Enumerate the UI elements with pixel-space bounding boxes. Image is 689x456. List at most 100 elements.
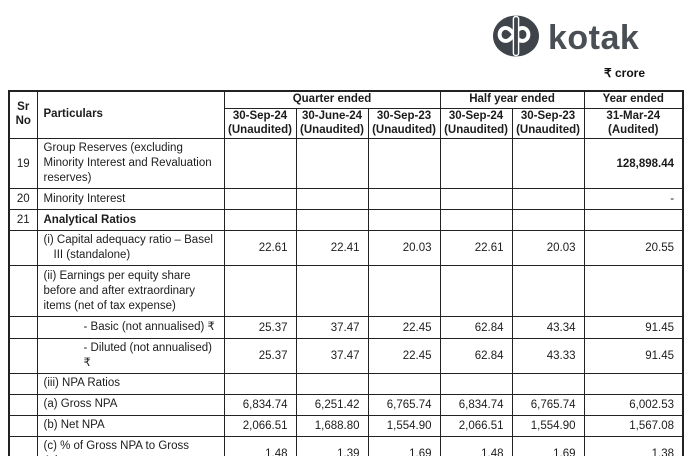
date-label: 30-Sep-24 xyxy=(448,109,504,122)
row-gross-npa: (a) Gross NPA 6,834.74 6,251.42 6,765.74… xyxy=(8,393,684,416)
row-capital-adequacy: (i) Capital adequacy ratio – Basel III (… xyxy=(8,230,684,267)
header-col-q3: 30-Sep-23 (Unaudited) xyxy=(367,107,441,140)
value-cell: 43.33 xyxy=(511,338,585,374)
sr-no-cell xyxy=(8,316,38,340)
value-cell xyxy=(439,209,513,232)
date-label: 31-Mar-24 xyxy=(606,109,661,122)
value-cell xyxy=(439,372,513,395)
value-cell: 37.47 xyxy=(295,316,369,340)
particulars-cell: Minority Interest xyxy=(36,188,225,211)
value-cell: 6,765.74 xyxy=(367,393,441,416)
sr-no-cell: 21 xyxy=(8,209,38,232)
value-cell xyxy=(367,138,441,190)
particulars-cell: (ii) Earnings per equity share before an… xyxy=(36,265,225,318)
value-cell: 1.69 xyxy=(511,435,585,456)
value-cell: 1.38 xyxy=(583,435,684,456)
value-cell: 1.48 xyxy=(223,435,297,456)
value-cell: 25.37 xyxy=(223,316,297,340)
particulars-cell: (i) Capital adequacy ratio – Basel III (… xyxy=(36,230,225,267)
header-sr-no: Sr No xyxy=(8,90,38,140)
row-minority-interest: 20 Minority Interest - xyxy=(8,188,684,211)
value-cell xyxy=(295,138,369,190)
value-cell: 1.48 xyxy=(439,435,513,456)
kotak-infinity-icon xyxy=(493,15,539,57)
value-cell xyxy=(439,188,513,211)
value-cell: 91.45 xyxy=(583,338,684,374)
value-cell: 6,834.74 xyxy=(439,393,513,416)
kotak-logo: kotak xyxy=(492,14,639,58)
value-cell xyxy=(511,372,585,395)
sr-no-cell xyxy=(8,230,38,267)
value-cell xyxy=(295,209,369,232)
value-cell: 2,066.51 xyxy=(439,414,513,437)
header-col-year: 31-Mar-24 (Audited) xyxy=(583,107,684,140)
value-cell: 20.03 xyxy=(511,230,585,267)
value-cell xyxy=(583,209,684,232)
value-cell: 1,688.80 xyxy=(295,414,369,437)
value-cell: 1,567.08 xyxy=(583,414,684,437)
value-cell: 22.41 xyxy=(295,230,369,267)
value-cell xyxy=(295,372,369,395)
value-cell: 6,765.74 xyxy=(511,393,585,416)
value-cell: 1,554.90 xyxy=(367,414,441,437)
particulars-cell: - Basic (not annualised) ₹ xyxy=(36,316,225,340)
header-quarter-ended: Quarter ended xyxy=(223,90,441,109)
particulars-cell: Group Reserves (excluding Minority Inter… xyxy=(36,138,225,190)
header-group-row: Sr No Particulars Quarter ended Half yea… xyxy=(8,90,684,140)
header-col-h1: 30-Sep-24 (Unaudited) xyxy=(439,107,513,140)
sr-no-cell: 20 xyxy=(8,188,38,211)
row-eps-basic: - Basic (not annualised) ₹ 25.37 37.47 2… xyxy=(8,316,684,340)
value-cell: 1.39 xyxy=(295,435,369,456)
value-cell: 128,898.44 xyxy=(583,138,684,190)
value-cell xyxy=(223,138,297,190)
value-cell: 25.37 xyxy=(223,338,297,374)
sr-no-cell: 19 xyxy=(8,138,38,190)
table-header: Sr No Particulars Quarter ended Half yea… xyxy=(8,90,684,140)
date-label: 30-June-24 xyxy=(301,109,363,122)
value-cell xyxy=(439,265,513,318)
value-cell xyxy=(367,265,441,318)
value-cell xyxy=(511,265,585,318)
value-cell xyxy=(439,138,513,190)
value-cell: 22.45 xyxy=(367,338,441,374)
value-cell: 22.61 xyxy=(223,230,297,267)
row-gross-npa-pct: (c) % of Gross NPA to Gross Advances 1.4… xyxy=(8,435,684,456)
header-col-q1: 30-Sep-24 (Unaudited) xyxy=(223,107,297,140)
value-cell xyxy=(367,372,441,395)
value-cell: 1.69 xyxy=(367,435,441,456)
value-cell xyxy=(583,372,684,395)
row-npa-ratios-heading: (iii) NPA Ratios xyxy=(8,372,684,395)
brand-text: kotak xyxy=(548,19,640,57)
header-date-row: 30-Sep-24 (Unaudited) 30-June-24 (Unaudi… xyxy=(9,107,684,140)
header-half-year-ended: Half year ended xyxy=(439,90,585,109)
row-eps-diluted: - Diluted (not annualised)₹ 25.37 37.47 … xyxy=(8,338,684,374)
value-cell: 43.34 xyxy=(511,316,585,340)
value-cell: 62.84 xyxy=(439,338,513,374)
audit-status-label: (Unaudited) xyxy=(516,123,580,136)
value-cell: - xyxy=(583,188,684,211)
value-cell xyxy=(295,188,369,211)
row-group-reserves: 19 Group Reserves (excluding Minority In… xyxy=(8,138,684,190)
audit-status-label: (Unaudited) xyxy=(228,123,292,136)
value-cell xyxy=(223,372,297,395)
audit-status-label: (Unaudited) xyxy=(300,123,364,136)
row-net-npa: (b) Net NPA 2,066.51 1,688.80 1,554.90 2… xyxy=(8,414,684,437)
value-cell xyxy=(367,209,441,232)
row-analytical-ratios: 21 Analytical Ratios xyxy=(8,209,684,232)
value-cell: 22.45 xyxy=(367,316,441,340)
value-cell: 91.45 xyxy=(583,316,684,340)
particulars-cell: (iii) NPA Ratios xyxy=(36,372,225,395)
header-col-h2: 30-Sep-23 (Unaudited) xyxy=(511,107,585,140)
sr-no-cell xyxy=(8,372,38,395)
row-eps-heading: (ii) Earnings per equity share before an… xyxy=(8,265,684,318)
value-cell xyxy=(223,188,297,211)
sr-no-cell xyxy=(8,393,38,416)
date-label: 30-Sep-24 xyxy=(232,109,288,122)
value-cell xyxy=(367,188,441,211)
sr-no-cell xyxy=(8,414,38,437)
value-cell: 62.84 xyxy=(439,316,513,340)
header-year-ended: Year ended xyxy=(583,90,684,109)
currency-unit-label: ₹ crore xyxy=(604,66,645,80)
date-label: 30-Sep-23 xyxy=(520,109,576,122)
value-cell xyxy=(223,265,297,318)
